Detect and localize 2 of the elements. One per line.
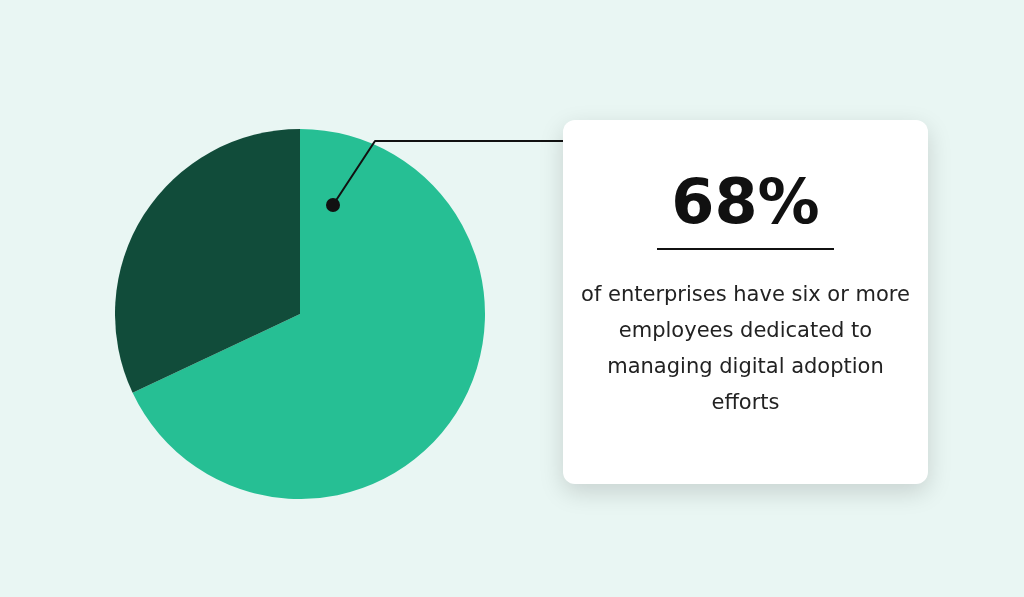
text: of enterprises have six or more employees dedicated to managing digital adoption efforts <box>580 281 911 416</box>
data-label: 68% <box>657 164 834 250</box>
